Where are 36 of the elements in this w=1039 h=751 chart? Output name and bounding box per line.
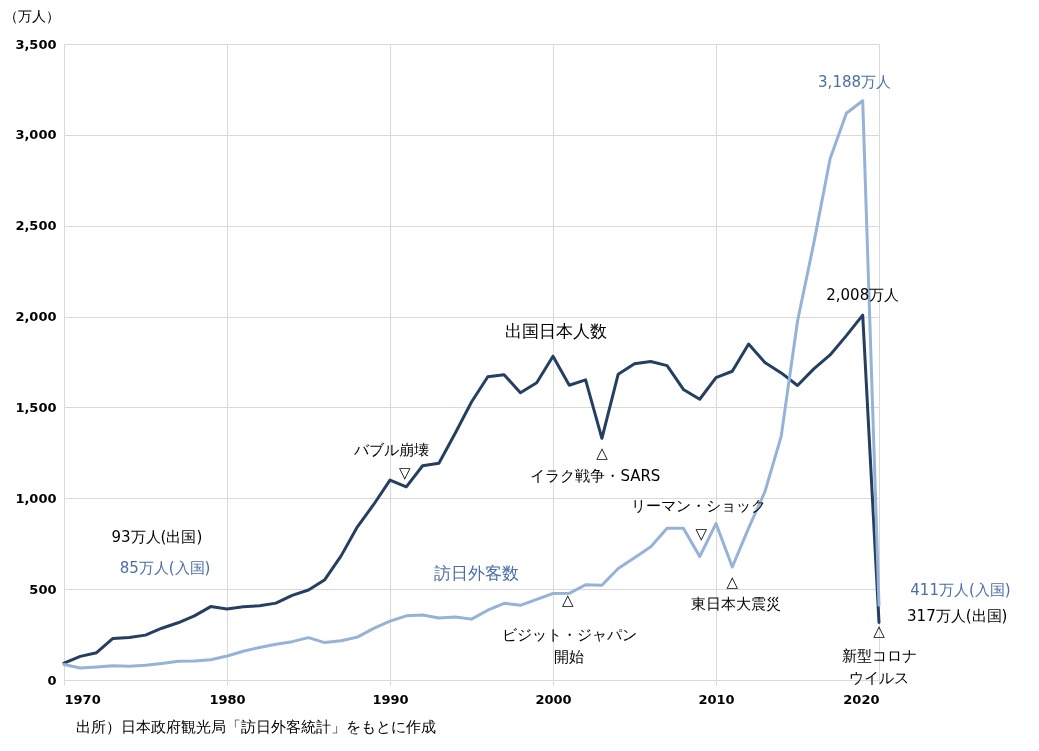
x-tick-label: 2000 bbox=[535, 691, 572, 707]
x-tick-label: 2010 bbox=[698, 691, 735, 707]
annotation: リーマン・ショック bbox=[630, 497, 766, 516]
x-tick-label: 1990 bbox=[372, 691, 409, 707]
annotation: ▽ bbox=[398, 464, 411, 483]
annotation: 93万人(出国) bbox=[111, 527, 203, 546]
annotation: △ bbox=[561, 591, 574, 610]
text: 出所）日本政府観光局「訪日外客統計」をもとに作成 bbox=[76, 718, 436, 736]
annotation: 3,188万人 bbox=[818, 72, 892, 91]
y-tick-label: 2,000 bbox=[15, 309, 57, 325]
annotation: 訪日外客数 bbox=[433, 563, 519, 584]
x-tick-label: 2020 bbox=[843, 691, 880, 707]
annotation: 85万人(入国) bbox=[119, 559, 211, 578]
annotation: 出国日本人数 bbox=[505, 321, 608, 342]
y-tick-label: 500 bbox=[29, 581, 57, 597]
y-tick-label: 0 bbox=[47, 672, 57, 688]
text: 317万人(出国) bbox=[907, 607, 1008, 626]
annotation: △ bbox=[873, 621, 886, 640]
y-tick-label: 1,500 bbox=[15, 399, 57, 415]
annotation: 新型コロナウイルス bbox=[841, 647, 917, 688]
y-tick-label: 2,500 bbox=[15, 218, 57, 234]
y-axis-title: （万人） bbox=[4, 8, 60, 24]
x-tick-label: 1970 bbox=[64, 691, 101, 707]
annotation: イラク戦争・SARS bbox=[530, 466, 661, 485]
y-tick-label: 3,000 bbox=[15, 127, 57, 143]
annotation: 東日本大震災 bbox=[690, 594, 781, 613]
annotation: △ bbox=[726, 572, 739, 591]
annotation: ▽ bbox=[695, 524, 708, 543]
annotation: 2,008万人 bbox=[826, 285, 900, 304]
y-tick-label: 3,500 bbox=[15, 36, 57, 52]
annotation: ビジット・ジャパン開始 bbox=[501, 625, 637, 666]
y-tick-label: 1,000 bbox=[15, 490, 57, 506]
text: 411万人(入国) bbox=[910, 581, 1011, 600]
annotation: △ bbox=[596, 443, 609, 462]
x-tick-label: 1980 bbox=[209, 691, 246, 707]
annotation: バブル崩壊 bbox=[353, 440, 430, 459]
